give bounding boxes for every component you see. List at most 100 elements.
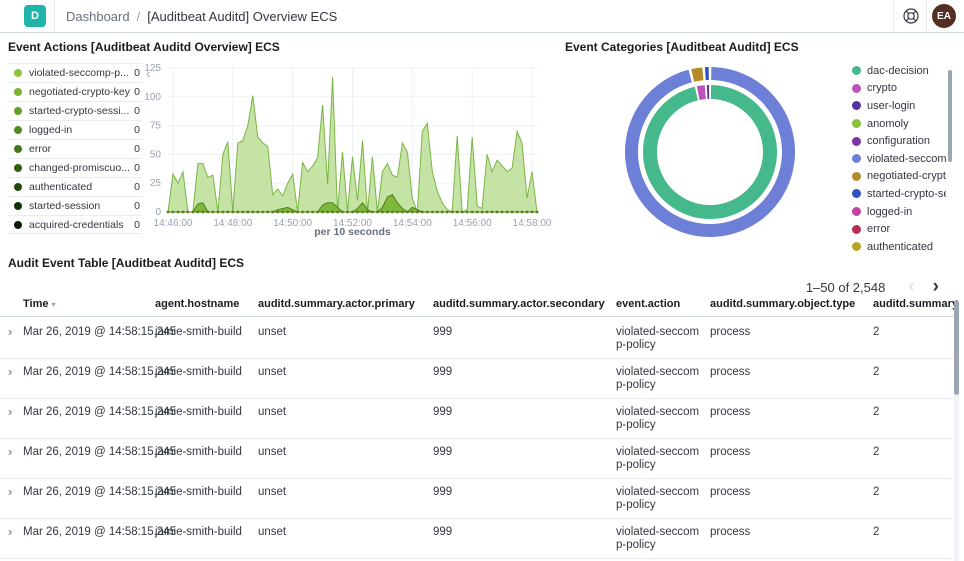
legend-color-dot (14, 183, 22, 191)
legend-color-dot (14, 126, 22, 134)
cell-actor-primary: unset (258, 366, 287, 378)
breadcrumb: Dashboard / [Auditbeat Auditd] Overview … (66, 0, 337, 32)
legend-value: 0 (134, 67, 140, 79)
cell-actor-primary: unset (258, 486, 287, 498)
legend-value: 0 (134, 86, 140, 98)
donut-slice[interactable] (704, 67, 709, 81)
legend-item[interactable]: error (852, 220, 946, 238)
row-expand-icon[interactable]: › (8, 404, 13, 419)
legend-value: 0 (134, 200, 140, 212)
legend-label: error (867, 223, 891, 236)
legend-color-dot (852, 136, 861, 146)
legend-item[interactable]: user-login (852, 97, 946, 115)
cell-hostname: jamie-smith-build (155, 486, 242, 498)
table-pagination: 1–50 of 2,548 ‹ › (600, 274, 948, 300)
legend-item[interactable]: crypto (852, 80, 946, 98)
cell-actor-primary: unset (258, 326, 287, 338)
legend-item[interactable]: acquired-credentials 0 (8, 215, 142, 234)
legend-item[interactable]: configuration (852, 132, 946, 150)
legend-item[interactable]: dac-decision (852, 62, 946, 80)
legend-label: user-login (867, 99, 916, 112)
legend-scrollbar[interactable] (948, 70, 952, 162)
pagination-next-icon[interactable]: › (932, 276, 939, 297)
legend-item[interactable]: authenticated (852, 238, 946, 256)
cell-actor-secondary: 999 (433, 406, 453, 418)
legend-item[interactable]: negotiated-crypto... (852, 168, 946, 186)
svg-text:100: 100 (144, 92, 161, 103)
column-header-0[interactable]: Time ▾ (23, 298, 56, 310)
help-icon[interactable] (901, 6, 921, 26)
cell-actor-secondary: 999 (433, 446, 453, 458)
legend-value: 0 (134, 162, 140, 174)
legend-label: started-session (29, 200, 101, 212)
legend-item[interactable]: changed-promiscuo... 0 (8, 158, 142, 177)
row-expand-icon[interactable]: › (8, 324, 13, 339)
cell-object-type: process (710, 406, 751, 418)
event-categories-donut-chart[interactable] (565, 55, 875, 255)
row-expand-icon[interactable]: › (8, 484, 13, 499)
legend-label: started-crypto-sessi... (29, 105, 130, 117)
cell-actor-primary: unset (258, 526, 287, 538)
row-expand-icon[interactable]: › (8, 364, 13, 379)
cell-hostname: jamie-smith-build (155, 406, 242, 418)
legend-item[interactable]: logged-in (852, 203, 946, 221)
legend-item[interactable]: started-session 0 (8, 196, 142, 215)
donut-slice[interactable] (691, 67, 704, 82)
legend-color-dot (14, 164, 22, 172)
cell-actor-secondary: 999 (433, 526, 453, 538)
cell-summary: 2 (873, 406, 880, 418)
svg-text:14:50:00: 14:50:00 (273, 218, 312, 229)
donut-slice[interactable] (642, 85, 777, 220)
legend-color-dot (14, 107, 22, 115)
legend-label: negotiated-crypto... (867, 170, 946, 183)
legend-label: crypto (867, 82, 897, 95)
legend-item[interactable]: started-crypto-se... (852, 185, 946, 203)
legend-item[interactable]: started-crypto-sessi... 0 (8, 101, 142, 120)
row-expand-icon[interactable]: › (8, 444, 13, 459)
table-row: › Mar 26, 2019 @ 14:58:15.245 jamie-smit… (0, 359, 954, 399)
legend-value: 0 (134, 218, 140, 231)
legend-value: 0 (134, 105, 140, 117)
table-scrollbar-track[interactable] (954, 300, 959, 561)
legend-item[interactable]: negotiated-crypto-key 0 (8, 82, 142, 101)
app-logo-icon[interactable]: D (24, 5, 46, 27)
svg-text:14:54:00: 14:54:00 (393, 218, 432, 229)
event-actions-area-chart[interactable]: 0 25 50 75 100 125 14:46:00 14:48:00 14:50:00 14:… (0, 55, 560, 255)
donut-slice[interactable] (706, 85, 710, 100)
user-avatar[interactable]: EA (932, 4, 956, 28)
header-divider (893, 0, 894, 32)
legend-item[interactable]: anomoly (852, 115, 946, 133)
legend-item[interactable]: logged-in 0 (8, 120, 142, 139)
legend-label: authenticated (867, 240, 934, 253)
cell-object-type: process (710, 526, 751, 538)
pagination-prev-icon[interactable]: ‹ (908, 276, 915, 297)
cell-actor-secondary: 999 (433, 366, 453, 378)
table-row: › Mar 26, 2019 @ 14:58:15.245 jamie-smit… (0, 519, 954, 559)
cell-time: Mar 26, 2019 @ 14:58:15.245 (23, 446, 176, 458)
cell-object-type: process (710, 446, 751, 458)
legend-item[interactable]: violated-seccomp... (852, 150, 946, 168)
legend-label: acquired-credentials (29, 218, 124, 231)
pagination-count: 1–50 of 2,548 (805, 279, 886, 295)
cell-summary: 2 (873, 486, 880, 498)
cell-hostname: jamie-smith-build (155, 526, 242, 538)
svg-text:14:46:00: 14:46:00 (154, 218, 193, 229)
legend-item[interactable]: error 0 (8, 139, 142, 158)
row-expand-icon[interactable]: › (8, 524, 13, 539)
sort-caret-icon: ▾ (51, 300, 56, 309)
breadcrumb-dashboard-link[interactable]: Dashboard (66, 8, 130, 24)
legend-label: violated-seccomp-p... (29, 67, 129, 79)
cell-event-action: violated-seccomp-policy (616, 406, 700, 432)
legend-color-dot (852, 171, 861, 181)
legend-collapse-icon[interactable]: ‹ (146, 66, 151, 81)
event-actions-legend: violated-seccomp-p... 0 negotiated-crypt… (8, 63, 142, 234)
legend-item[interactable]: violated-seccomp-p... 0 (8, 63, 142, 82)
cell-time: Mar 26, 2019 @ 14:58:15.245 (23, 486, 176, 498)
legend-color-dot (14, 220, 22, 229)
top-nav-bar: D Dashboard / [Auditbeat Auditd] Overvie… (0, 0, 964, 33)
table-scrollbar-thumb[interactable] (954, 300, 959, 395)
donut-slice[interactable] (696, 85, 706, 101)
legend-item[interactable]: authenticated 0 (8, 177, 142, 196)
x-axis-label: per 10 seconds (314, 226, 391, 238)
page-title: [Auditbeat Auditd] Overview ECS (147, 8, 338, 24)
